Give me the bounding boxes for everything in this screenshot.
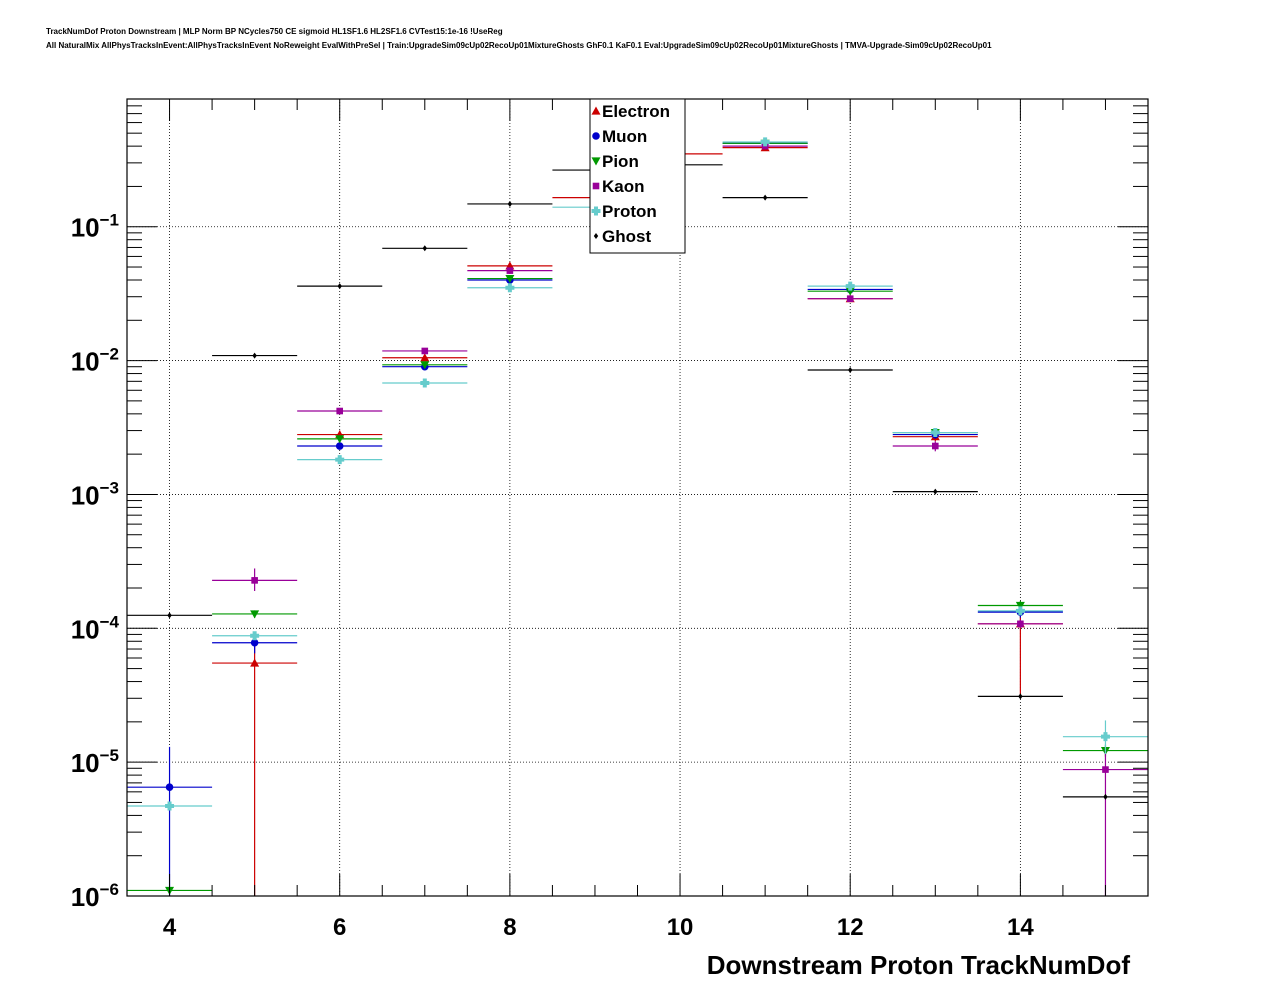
data-point	[335, 442, 344, 450]
data-point	[165, 783, 174, 791]
data-point	[250, 631, 260, 641]
chart-title-line-1: TrackNumDof Proton Downstream | MLP Norm…	[46, 27, 503, 36]
data-point	[1100, 732, 1110, 742]
data-point	[420, 378, 430, 388]
x-tick-label: 4	[163, 914, 177, 941]
data-point	[506, 267, 514, 274]
x-tick-label: 6	[333, 914, 346, 941]
y-tick-labels: 10−6 10−5 10−4 10−3 10−2 10−1	[71, 211, 120, 912]
legend-marker-pion	[591, 157, 601, 166]
data-point	[930, 428, 940, 438]
legend-label-proton: Proton	[602, 202, 657, 221]
data-point	[848, 367, 853, 374]
data-point	[250, 658, 260, 667]
legend-box	[589, 98, 686, 254]
chart-title-line-2: All NaturalMix AllPhysTracksInEvent:AllP…	[46, 41, 992, 50]
y-tick-label: 10−4	[71, 612, 120, 644]
data-point	[420, 353, 430, 362]
data-point	[422, 245, 427, 252]
y-tick-label: 10−5	[71, 746, 119, 778]
series-muon	[127, 139, 1063, 896]
data-point	[251, 577, 258, 584]
legend-marker-ghost	[593, 233, 599, 239]
data-point	[1017, 620, 1024, 628]
legend-marker-muon	[592, 132, 600, 140]
data-point	[845, 287, 855, 296]
legend-label-kaon: Kaon	[602, 177, 645, 196]
legend-marker-electron	[591, 106, 601, 115]
data-point	[420, 361, 430, 370]
data-point	[1018, 693, 1023, 700]
axis-ticks	[126, 98, 1149, 897]
data-point	[335, 455, 345, 465]
legend: Electron Muon Pion Kaon Proton Ghost	[589, 98, 686, 254]
legend-label-ghost: Ghost	[602, 227, 651, 246]
data-point	[165, 801, 175, 811]
legend-label-muon: Muon	[602, 127, 647, 146]
data-point	[250, 638, 259, 647]
series-ghost	[127, 161, 1148, 800]
data-point	[507, 200, 513, 207]
data-point	[1103, 793, 1108, 800]
legend-marker-kaon	[592, 182, 600, 190]
data-point	[421, 347, 429, 355]
legend-label-electron: Electron	[602, 102, 670, 121]
data-point	[505, 274, 515, 284]
data-point	[931, 442, 939, 450]
data-point	[762, 194, 768, 201]
data-point	[336, 407, 344, 415]
y-tick-label: 10−6	[71, 880, 119, 912]
data-point	[760, 137, 770, 147]
data-point	[167, 612, 172, 619]
y-tick-label: 10−1	[71, 211, 119, 243]
y-tick-label: 10−3	[71, 478, 119, 510]
x-axis-title: Downstream Proton TrackNumDof	[707, 950, 1131, 980]
data-point	[846, 295, 854, 302]
x-tick-label: 12	[837, 914, 864, 941]
x-tick-label: 14	[1007, 914, 1034, 941]
data-point	[1015, 601, 1025, 611]
data-point	[1015, 606, 1025, 616]
data-point	[335, 435, 345, 444]
x-tick-label: 8	[503, 914, 516, 941]
data-point	[933, 488, 938, 495]
data-series	[127, 137, 1148, 896]
data-point	[505, 283, 515, 293]
data-point	[250, 610, 260, 619]
data-point	[337, 283, 342, 290]
x-tick-labels: 4 6 8 10 12 14	[163, 914, 1035, 941]
data-point	[1102, 766, 1109, 773]
x-tick-label: 10	[667, 914, 694, 941]
data-point	[252, 352, 257, 359]
data-point	[845, 281, 855, 291]
legend-label-pion: Pion	[602, 152, 639, 171]
legend-marker-proton	[591, 206, 601, 216]
y-tick-label: 10−2	[71, 345, 119, 377]
